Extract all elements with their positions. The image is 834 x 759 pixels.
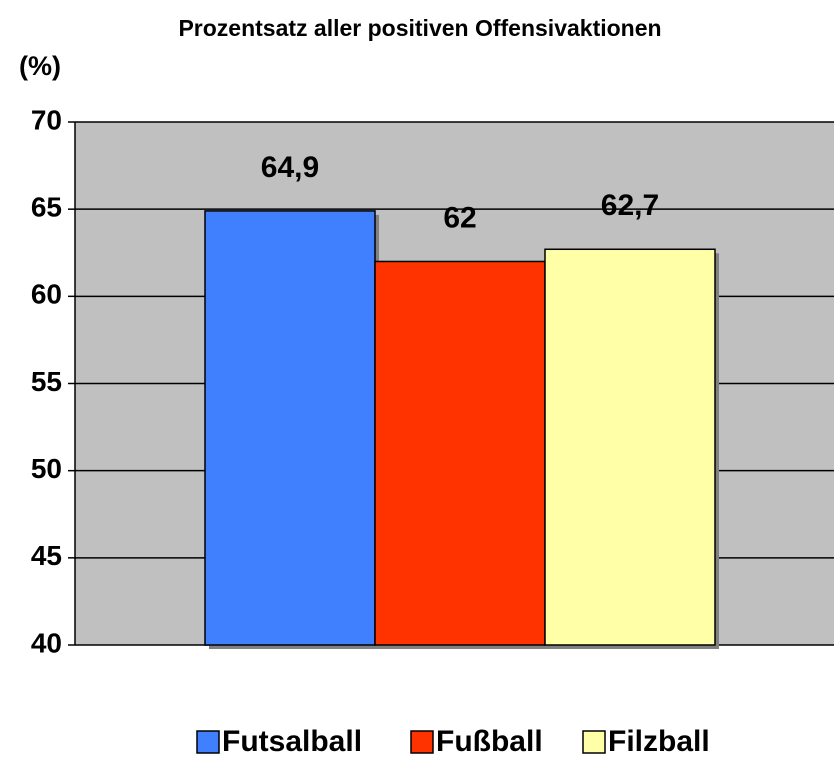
- legend-label: Fußball: [436, 725, 543, 758]
- bar: [544, 248, 716, 646]
- bar: [374, 260, 546, 646]
- y-axis-label: (%): [19, 51, 61, 81]
- y-tick-label: 50: [31, 453, 62, 484]
- chart-title: Prozentsatz aller positiven Offensivakti…: [178, 15, 661, 41]
- y-tick-label: 55: [31, 366, 62, 397]
- bar: [204, 210, 376, 646]
- data-label: 62: [443, 201, 476, 234]
- y-tick-label: 60: [31, 279, 62, 310]
- legend-swatch: [196, 730, 220, 754]
- legend-swatch: [582, 730, 606, 754]
- legend-label: Filzball: [608, 725, 710, 758]
- y-tick-label: 45: [31, 540, 62, 571]
- data-label: 64,9: [261, 151, 319, 184]
- legend-swatch: [410, 730, 434, 754]
- y-tick-label: 70: [31, 104, 62, 135]
- legend-label: Futsalball: [222, 725, 362, 758]
- y-tick-label: 40: [31, 627, 62, 658]
- data-label: 62,7: [601, 189, 659, 222]
- y-tick-label: 65: [31, 192, 62, 223]
